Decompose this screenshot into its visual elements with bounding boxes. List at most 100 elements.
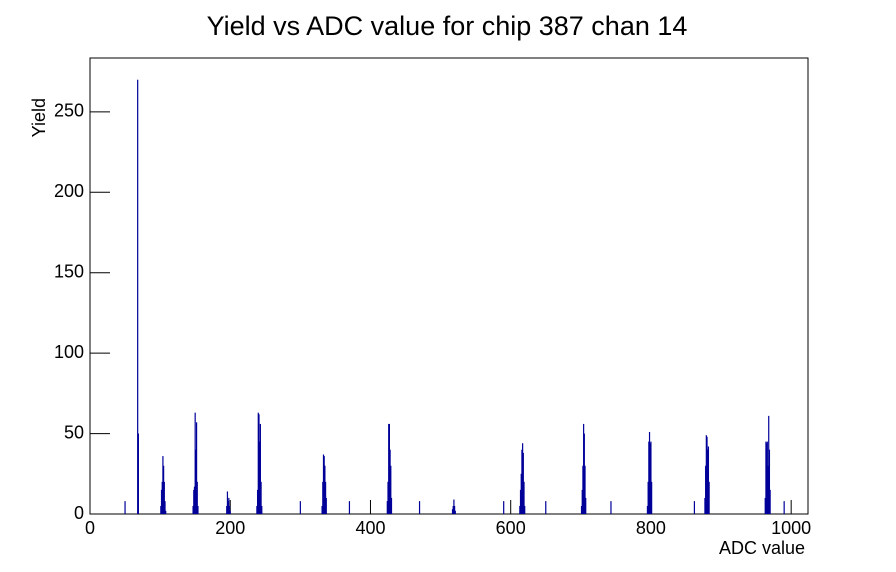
histogram-bin [648,441,650,514]
histogram-bin [503,501,505,514]
histogram-bin [323,456,325,514]
histogram-bin [228,505,231,514]
y-tick-label: 200 [54,181,84,201]
histogram-bin [693,501,696,514]
histogram-bin [704,497,706,514]
histogram-bin [137,79,139,514]
x-axis-label: ADC value [719,538,805,558]
histogram-bin [226,491,229,514]
histogram-bin [705,435,707,514]
histogram-bin [390,465,392,514]
y-tick-label: 0 [74,503,84,523]
y-tick-label: 100 [54,342,84,362]
y-tick-label: 50 [64,422,84,442]
histogram-bin [769,489,771,514]
histogram-bin [227,501,229,514]
histogram-bin [226,505,228,514]
histogram-bin [193,489,195,514]
histogram-bin [521,449,523,514]
histogram-bin [705,465,707,514]
histogram-bin [581,489,583,514]
histogram-bin [192,505,194,514]
histogram-bin [195,449,197,514]
histogram-bin [580,505,583,514]
x-tick-label: 200 [215,518,245,538]
histogram-bin [520,473,522,514]
histogram-bin [348,501,351,514]
histogram-bin [322,454,325,514]
histogram-bin [160,505,162,514]
histogram-bin [161,481,163,514]
histogram-bin [765,441,767,514]
y-tick-label: 150 [54,261,84,281]
histogram-bin [259,441,261,514]
histogram-bin [164,501,166,514]
histogram-bin [545,501,547,514]
histogram-bin [768,415,770,514]
histogram-bin [766,443,768,514]
histogram-bin [418,501,421,514]
histogram-bin [324,481,327,514]
histogram-bin [194,412,196,514]
histogram-bin [388,423,390,514]
histogram-bin [585,497,587,514]
histogram-bin [322,481,324,514]
histogram-bin [583,433,585,514]
histogram-bin [707,446,710,514]
histogram-bin [707,449,709,514]
histogram-bin [259,423,261,514]
x-tick-label: 1000 [771,518,811,538]
histogram-bin [522,452,524,514]
plot-frame [89,57,809,515]
histogram-bin [324,465,326,514]
histogram-bin [647,481,649,514]
histogram-bin [768,449,771,514]
histogram-bin [197,505,199,514]
histogram-bin [261,505,263,514]
histogram-bin [519,489,522,514]
histogram-bin [583,423,585,514]
histogram-bin [584,465,586,514]
histogram-bin [321,505,323,514]
x-tick-label: 800 [636,518,666,538]
histogram-bin [195,422,198,514]
histogram-bin [708,481,710,514]
histogram-bin [163,465,165,514]
histogram-bin [388,423,391,514]
histogram-bin [519,505,521,514]
y-axis-label: Yield [29,98,49,137]
histogram-bin [522,443,524,514]
histogram-bin [650,441,652,514]
histogram-bin [229,510,231,514]
histogram-bin [260,481,262,514]
histogram-bin [452,505,454,514]
x-tick-label: 0 [85,518,95,538]
histogram-bin [299,501,301,514]
histogram-bin [257,412,259,514]
histogram-bin [454,510,456,514]
histogram-bin [389,449,391,514]
histogram-bin [163,481,165,514]
histogram-bin [196,481,198,514]
histogram-bin [165,510,167,514]
histogram-bin [451,509,454,514]
histogram-bin [256,489,259,514]
histogram-bin [648,431,651,514]
histogram-bin [783,501,785,514]
histogram-bin [258,414,260,514]
histogram-bin [387,481,389,514]
histogram-bin [390,497,393,514]
histogram-bin [228,497,230,514]
histogram-bin [454,505,456,514]
histogram-bin [325,497,327,514]
histogram-bin [582,465,584,514]
histogram-bin [649,443,651,514]
histogram-bin [766,441,768,514]
x-tick-label: 600 [496,518,526,538]
histogram-bin [160,489,163,514]
histogram-bin [524,505,526,514]
histogram-bin [706,436,708,514]
histogram-bin [137,433,139,514]
